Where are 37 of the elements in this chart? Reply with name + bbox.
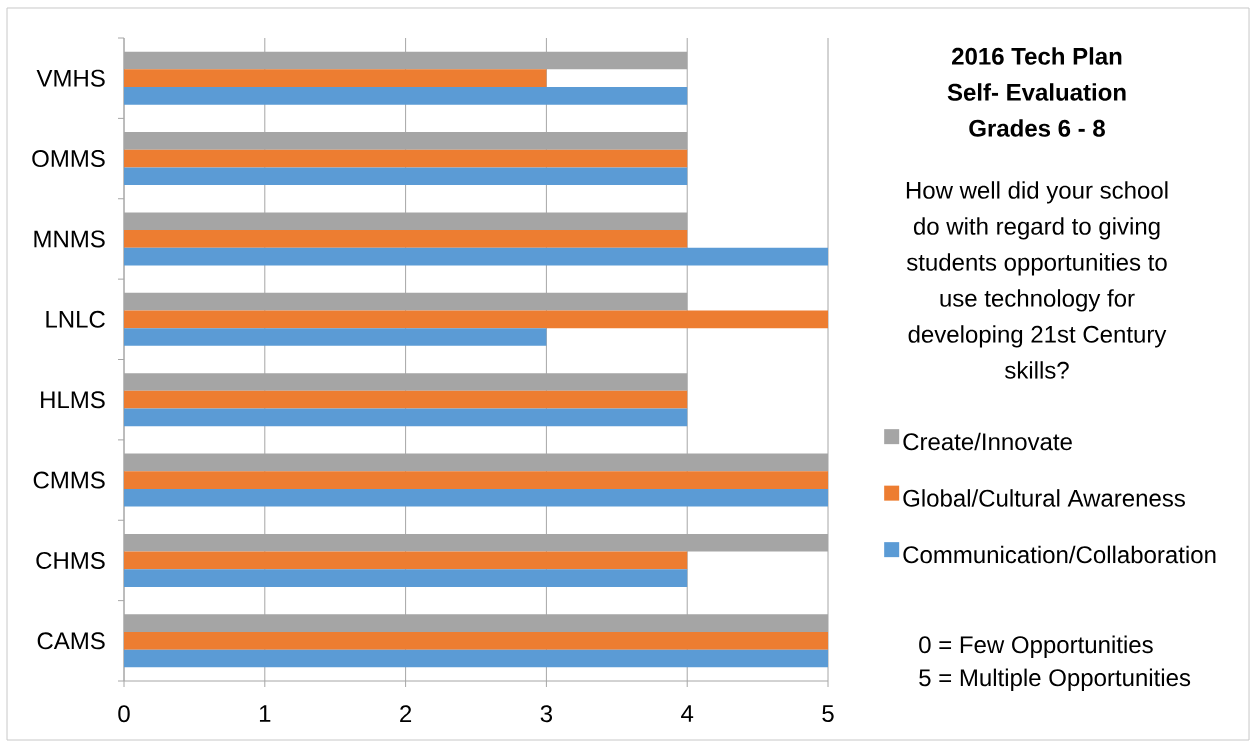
bar bbox=[124, 69, 547, 88]
legend-label: Create/Innovate bbox=[903, 432, 1072, 451]
bar bbox=[124, 551, 688, 570]
text: 0 = Few Opportunities bbox=[919, 635, 1153, 658]
bar bbox=[124, 471, 828, 489]
bar bbox=[124, 310, 828, 329]
bar bbox=[124, 569, 688, 587]
text: 5 = Multiple Opportunities bbox=[919, 668, 1191, 691]
bar bbox=[124, 488, 828, 507]
bar bbox=[124, 87, 688, 105]
bar bbox=[124, 649, 828, 668]
y-tick-label: HLMS bbox=[41, 391, 105, 409]
bar bbox=[124, 167, 688, 186]
bar bbox=[124, 247, 828, 266]
y-tick-label: CMMS bbox=[33, 471, 105, 489]
legend-label: Global/Cultural Awareness bbox=[903, 489, 1185, 507]
x-tick-label: 0 bbox=[118, 705, 130, 723]
bar bbox=[124, 390, 688, 409]
x-tick-label: 1 bbox=[259, 705, 271, 722]
y-tick-label: OMMS bbox=[32, 150, 105, 168]
text: How well did your school do with regard to giving students opportunities to use technology for developing 21st Century skills? bbox=[906, 181, 1168, 379]
bar bbox=[124, 328, 547, 346]
text: 2016 Tech Plan Self- Evaluation Grades 6 - 8 bbox=[947, 47, 1126, 137]
x-tick-label: 4 bbox=[681, 705, 694, 722]
x-tick-label: 5 bbox=[822, 705, 834, 722]
legend-label: Communication/Collaboration bbox=[903, 545, 1216, 564]
y-tick-label: CAMS bbox=[37, 632, 105, 650]
bar bbox=[124, 149, 688, 168]
bar bbox=[124, 408, 688, 427]
x-tick-label: 2 bbox=[400, 705, 412, 722]
y-tick-label: MNMS bbox=[34, 230, 105, 248]
y-tick-label: LNLC bbox=[46, 310, 105, 328]
x-tick-label: 3 bbox=[540, 705, 553, 723]
bar bbox=[124, 230, 688, 248]
y-tick-label: VMHS bbox=[36, 69, 105, 87]
bar bbox=[124, 631, 828, 650]
y-tick-label: CHMS bbox=[36, 551, 105, 569]
